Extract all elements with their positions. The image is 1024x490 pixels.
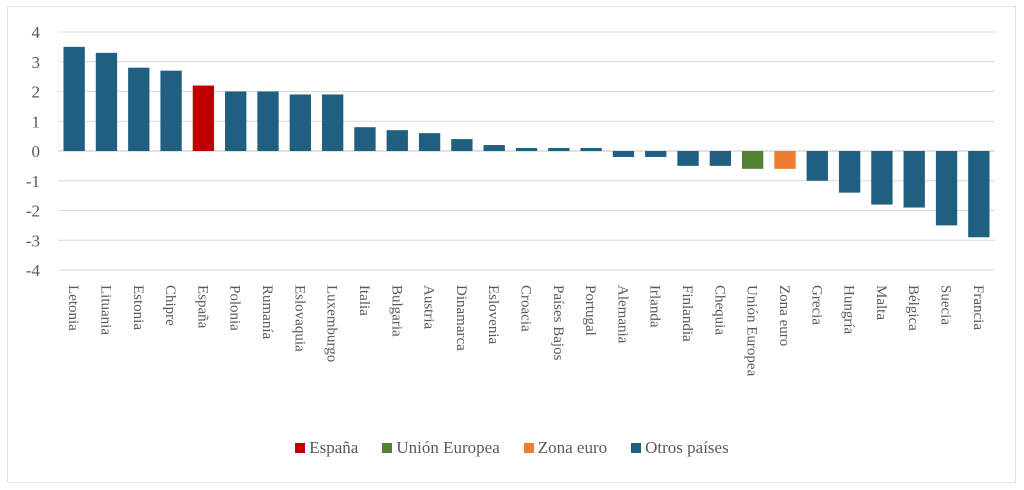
y-tick-label: -2 (26, 202, 40, 221)
x-tick-label: Eslovenia (485, 285, 501, 344)
bar-hungría (838, 151, 861, 193)
legend: España Unión Europea Zona euro Otros países (0, 436, 1024, 460)
x-axis-labels: Letonia Lituania Estonia Chipre España Poloni… (65, 285, 986, 377)
bar-croacia (515, 148, 538, 151)
x-tick-label: Francia (970, 285, 986, 330)
x-tick-label: España (194, 285, 210, 329)
x-tick-label: Polonia (227, 285, 243, 331)
x-tick-label: Letonia (65, 285, 81, 331)
bar-alemania (612, 151, 635, 157)
bar-eslovenia (483, 145, 505, 151)
bar-grecia (806, 151, 828, 181)
bar-países-bajos (548, 148, 570, 151)
bar-austria (418, 133, 441, 151)
bar-suecia (935, 151, 958, 226)
legend-swatch (295, 443, 306, 453)
x-tick-label: Portugal (582, 285, 598, 336)
y-tick-label: 2 (32, 83, 41, 102)
legend-label: España (309, 438, 359, 457)
legend-label: Zona euro (537, 438, 608, 457)
bar-letonia (63, 46, 85, 151)
x-tick-label: Unión Europea (744, 285, 760, 377)
bar-polonia (225, 91, 247, 151)
x-tick-label: Malta (873, 285, 889, 320)
x-tick-label: Luxemburgo (324, 285, 340, 362)
bars (63, 46, 990, 238)
x-tick-label: Irlanda (647, 285, 663, 328)
bar-chipre (160, 70, 182, 151)
x-tick-label: Zona euro (776, 285, 792, 346)
bar-bélgica (903, 151, 925, 208)
bar-dinamarca (451, 139, 473, 151)
legend-swatch (523, 443, 534, 453)
legend-swatch (382, 443, 393, 453)
bar-chequia (709, 151, 732, 166)
legend-item-ue: Unión Europea (382, 438, 500, 458)
bar-bulgaria (386, 130, 408, 151)
x-tick-label: Austria (421, 285, 437, 330)
bar-eslovaquia (289, 94, 311, 151)
bar-portugal (580, 148, 602, 151)
legend-swatch (631, 443, 642, 453)
bar-finlandia (677, 151, 699, 166)
x-tick-label: Lituania (97, 285, 113, 335)
y-tick-label: 4 (32, 23, 41, 42)
bar-luxemburgo (321, 94, 344, 151)
x-tick-label: Grecia (808, 285, 824, 325)
x-tick-label: Bélgica (905, 285, 921, 331)
x-tick-label: Alemania (614, 285, 630, 344)
bar-españa (192, 85, 215, 151)
x-tick-label: Finlandia (679, 285, 695, 342)
y-axis-ticks: 4 3 2 1 0 -1 -2 -3 -4 (26, 23, 41, 280)
y-tick-label: -4 (26, 261, 41, 280)
x-tick-label: Croacia (518, 285, 534, 332)
x-tick-label: Dinamarca (453, 285, 469, 351)
y-tick-label: -1 (26, 172, 40, 191)
legend-label: Otros países (645, 438, 729, 457)
bar-estonia (128, 67, 150, 151)
y-tick-label: -3 (26, 231, 40, 250)
bar-unión-europea (742, 151, 764, 169)
x-tick-label: Italia (356, 285, 372, 316)
x-tick-label: Suecia (938, 285, 954, 325)
x-tick-label: Chipre (162, 285, 178, 326)
legend-item-otros: Otros países (631, 438, 729, 458)
x-tick-label: Eslovaquia (291, 285, 307, 352)
bar-rumanía (257, 91, 279, 151)
bar-lituania (95, 52, 118, 152)
x-tick-label: Hungría (841, 285, 857, 334)
bar-zona-euro (774, 151, 796, 169)
x-tick-label: Rumanía (259, 285, 275, 339)
bar-irlanda (645, 151, 667, 157)
legend-item-zona: Zona euro (523, 438, 608, 458)
bar-francia (968, 151, 990, 238)
y-tick-label: 0 (32, 142, 41, 161)
bar-malta (871, 151, 893, 205)
y-tick-label: 1 (32, 112, 41, 131)
x-tick-label: Estonia (130, 285, 146, 330)
gridlines (58, 31, 995, 271)
bar-italia (354, 127, 376, 151)
x-tick-label: Países Bajos (550, 285, 566, 361)
y-tick-label: 3 (32, 53, 41, 72)
x-tick-label: Chequia (711, 285, 727, 335)
legend-item-espana: España (295, 438, 358, 458)
x-tick-label: Bulgaria (388, 285, 404, 337)
legend-label: Unión Europea (396, 438, 500, 457)
